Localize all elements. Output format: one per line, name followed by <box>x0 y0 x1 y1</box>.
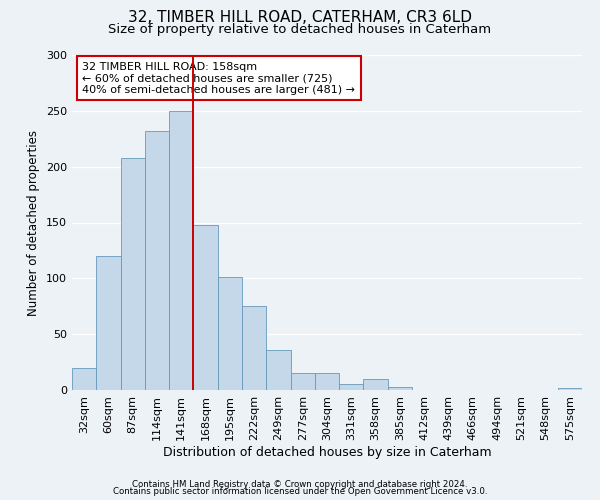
Bar <box>315 373 339 390</box>
Bar <box>364 379 388 390</box>
Bar <box>72 368 96 390</box>
X-axis label: Distribution of detached houses by size in Caterham: Distribution of detached houses by size … <box>163 446 491 458</box>
Text: Contains public sector information licensed under the Open Government Licence v3: Contains public sector information licen… <box>113 487 487 496</box>
Bar <box>169 111 193 390</box>
Y-axis label: Number of detached properties: Number of detached properties <box>28 130 40 316</box>
Text: 32 TIMBER HILL ROAD: 158sqm
← 60% of detached houses are smaller (725)
40% of se: 32 TIMBER HILL ROAD: 158sqm ← 60% of det… <box>82 62 355 95</box>
Text: Size of property relative to detached houses in Caterham: Size of property relative to detached ho… <box>109 22 491 36</box>
Bar <box>218 277 242 390</box>
Text: Contains HM Land Registry data © Crown copyright and database right 2024.: Contains HM Land Registry data © Crown c… <box>132 480 468 489</box>
Bar <box>96 256 121 390</box>
Bar <box>121 158 145 390</box>
Bar <box>339 384 364 390</box>
Bar <box>266 350 290 390</box>
Bar <box>388 386 412 390</box>
Text: 32, TIMBER HILL ROAD, CATERHAM, CR3 6LD: 32, TIMBER HILL ROAD, CATERHAM, CR3 6LD <box>128 10 472 25</box>
Bar <box>145 131 169 390</box>
Bar <box>193 224 218 390</box>
Bar <box>242 306 266 390</box>
Bar <box>558 388 582 390</box>
Bar <box>290 373 315 390</box>
